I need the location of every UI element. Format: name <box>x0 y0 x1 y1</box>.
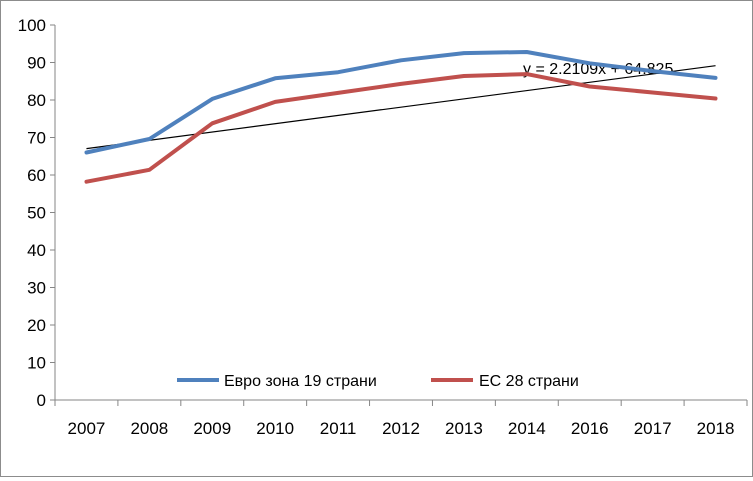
y-tick-label: 50 <box>27 204 46 223</box>
legend-label-1: Евро зона 19 страни <box>224 373 377 390</box>
x-tick-label: 2010 <box>256 419 294 438</box>
series-2-point <box>273 100 277 104</box>
y-tick-label: 30 <box>27 279 46 298</box>
series-layer <box>84 50 718 184</box>
series-2-point <box>84 180 88 184</box>
series-1-point <box>273 76 277 80</box>
series-1-point <box>462 51 466 55</box>
x-tick-label: 2009 <box>193 419 231 438</box>
series-2-point <box>525 72 529 76</box>
x-tick-label: 2014 <box>508 419 546 438</box>
series-2-point <box>714 97 718 100</box>
series-2-point <box>651 91 655 94</box>
x-tick-label: 2011 <box>320 419 357 438</box>
series-2-point <box>399 82 403 86</box>
x-tick-label: 2007 <box>68 419 106 438</box>
x-tick-label: 2008 <box>130 419 168 438</box>
x-tick-label: 2018 <box>697 419 735 438</box>
y-tick-label: 20 <box>27 316 46 335</box>
tick-labels: 0 10 20 30 40 50 60 70 80 90 100 2007 2008 2009 2010 20… <box>18 16 735 438</box>
series-2-point <box>336 91 340 95</box>
series-1-point <box>84 151 88 154</box>
y-tick-label: 90 <box>27 54 46 73</box>
legend: Евро зона 19 страни ЕС 28 страни <box>177 373 579 390</box>
y-tick-label: 60 <box>27 166 46 185</box>
series-line-2 <box>84 72 718 184</box>
axes <box>50 24 748 406</box>
series-2-point <box>147 168 151 172</box>
series-1-point <box>588 61 592 65</box>
y-tick-label: 80 <box>27 91 46 110</box>
y-tick-label: 70 <box>27 129 46 148</box>
series-line-1 <box>84 50 718 155</box>
y-tick-label: 40 <box>27 241 46 260</box>
x-tick-label: 2016 <box>571 419 609 438</box>
series-2-point <box>462 74 466 78</box>
series-1-point <box>147 137 151 141</box>
y-tick-label: 100 <box>18 16 46 35</box>
x-tick-label: 2017 <box>634 419 672 438</box>
series-1-point <box>651 69 655 73</box>
x-tick-label: 2012 <box>382 419 420 438</box>
trendline-layer: y = 2.2109x + 64.825 <box>86 61 716 150</box>
y-tick-label: 10 <box>27 354 46 373</box>
series-1-point <box>336 70 340 74</box>
series-1-point <box>525 50 529 54</box>
series-2-point <box>210 121 214 125</box>
series-1-point <box>210 97 214 101</box>
legend-label-2: ЕС 28 страни <box>479 373 579 390</box>
trendline <box>86 65 716 150</box>
x-tick-label: 2013 <box>445 419 483 438</box>
series-1-point <box>399 58 403 62</box>
y-tick-label: 0 <box>37 391 46 410</box>
series-1-point <box>714 76 718 80</box>
series-2-point <box>588 85 592 88</box>
trendline-equation: y = 2.2109x + 64.825 <box>523 61 673 78</box>
